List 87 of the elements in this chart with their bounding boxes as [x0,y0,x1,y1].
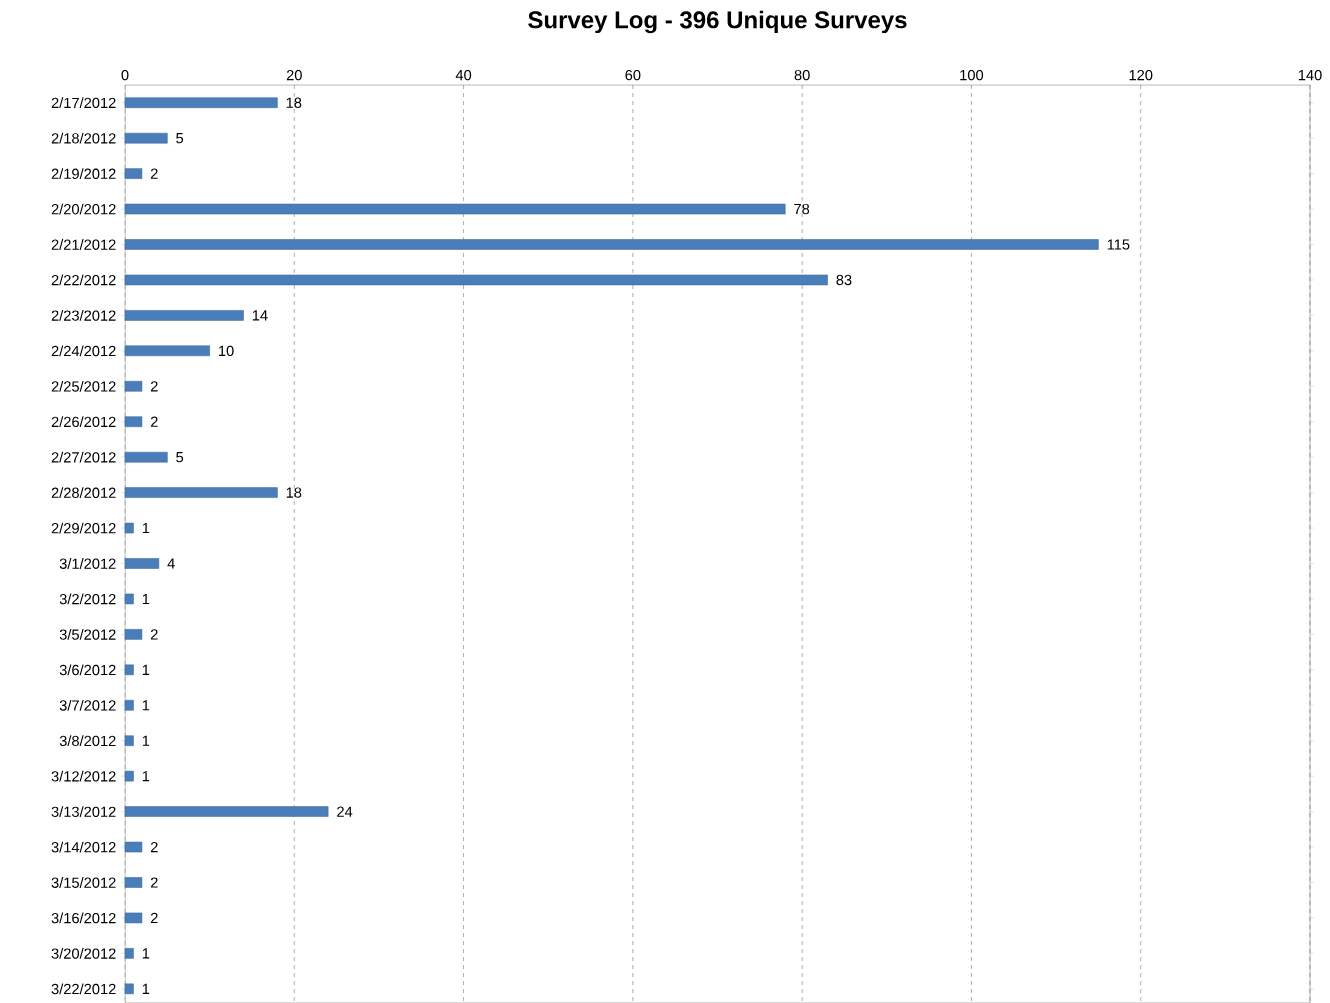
y-tick-label: 2/20/2012 [51,203,116,215]
y-tick-label: 2/24/2012 [51,345,116,357]
bar [124,310,244,321]
y-tick-label: 2/23/2012 [51,310,116,321]
chart-title: Survey Log - 396 Unique Surveys [528,10,907,34]
y-tick-label: 2/29/2012 [51,522,116,534]
data-label: 4 [167,558,175,569]
data-label: 83 [836,274,852,286]
y-tick-label: 2/21/2012 [51,239,116,250]
x-tick-label: 120 [1129,69,1153,81]
data-label: 2 [150,381,158,392]
y-tick-label: 3/14/2012 [51,841,116,853]
y-tick-label: 3/22/2012 [51,983,116,995]
x-tick-label: 0 [121,69,129,81]
x-tick-label: 140 [1298,69,1322,81]
data-label: 2 [150,912,158,924]
data-label: 24 [337,806,353,817]
bar [124,239,1099,250]
data-label: 1 [142,735,150,746]
x-tick-label: 40 [455,69,472,81]
data-label: 1 [142,664,150,675]
bar [124,735,134,746]
x-tick-label: 80 [794,69,810,81]
y-tick-label: 2/26/2012 [51,416,116,428]
data-label: 2 [150,416,158,427]
bar [124,168,143,179]
y-tick-label: 2/28/2012 [51,487,116,498]
bar [124,97,278,108]
data-label: 1 [142,593,150,604]
y-tick-label: 3/8/2012 [59,735,116,747]
bar [124,558,160,569]
y-tick-label: 3/7/2012 [59,699,116,711]
y-tick-label: 3/5/2012 [59,629,116,640]
data-label: 1 [142,948,150,959]
y-tick-label: 3/20/2012 [51,948,116,959]
y-tick-label: 3/16/2012 [51,912,116,924]
bar [124,806,329,817]
x-tick-label: 60 [625,69,641,81]
bar [124,593,134,605]
data-label: 5 [176,133,184,144]
y-tick-label: 3/12/2012 [51,770,116,782]
data-label: 10 [219,345,234,357]
bar [124,770,134,782]
data-label: 78 [794,203,810,215]
data-label: 18 [286,97,302,108]
bar [124,487,278,498]
bar [124,877,143,888]
data-label: 14 [252,310,268,321]
y-tick-label: 3/15/2012 [51,877,116,888]
data-label: 115 [1107,239,1130,250]
bar [124,841,143,853]
data-label: 5 [176,452,184,463]
bar [124,664,134,676]
y-tick-label: 2/27/2012 [51,451,116,463]
bar [124,203,786,215]
bar [124,522,134,534]
x-tick-label: 100 [960,69,984,81]
bar [124,451,168,463]
y-tick-label: 3/13/2012 [51,806,116,817]
y-tick-label: 2/17/2012 [51,97,116,109]
bar [124,700,134,711]
y-tick-label: 3/6/2012 [59,664,116,676]
data-label: 2 [150,841,158,853]
bar [124,912,143,924]
data-label: 1 [142,523,150,534]
bar [124,274,828,286]
y-tick-label: 2/19/2012 [51,168,116,179]
data-label: 2 [150,877,158,888]
y-tick-label: 2/22/2012 [51,274,116,286]
x-tick-label: 20 [286,69,302,81]
data-label: 18 [286,487,302,498]
data-label: 2 [150,168,158,179]
data-label: 2 [150,629,158,640]
y-tick-label: 2/25/2012 [51,380,116,392]
y-tick-label: 3/1/2012 [59,558,116,569]
bar [124,381,143,392]
bar [124,629,143,640]
bar [124,132,168,144]
data-label: 1 [142,983,150,994]
y-tick-label: 3/2/2012 [59,593,116,605]
y-tick-label: 2/18/2012 [51,132,116,144]
bar [124,983,134,995]
data-label: 1 [142,700,150,711]
data-label: 1 [142,771,150,782]
bar [124,948,134,959]
bar [124,416,143,427]
bar [124,345,210,357]
